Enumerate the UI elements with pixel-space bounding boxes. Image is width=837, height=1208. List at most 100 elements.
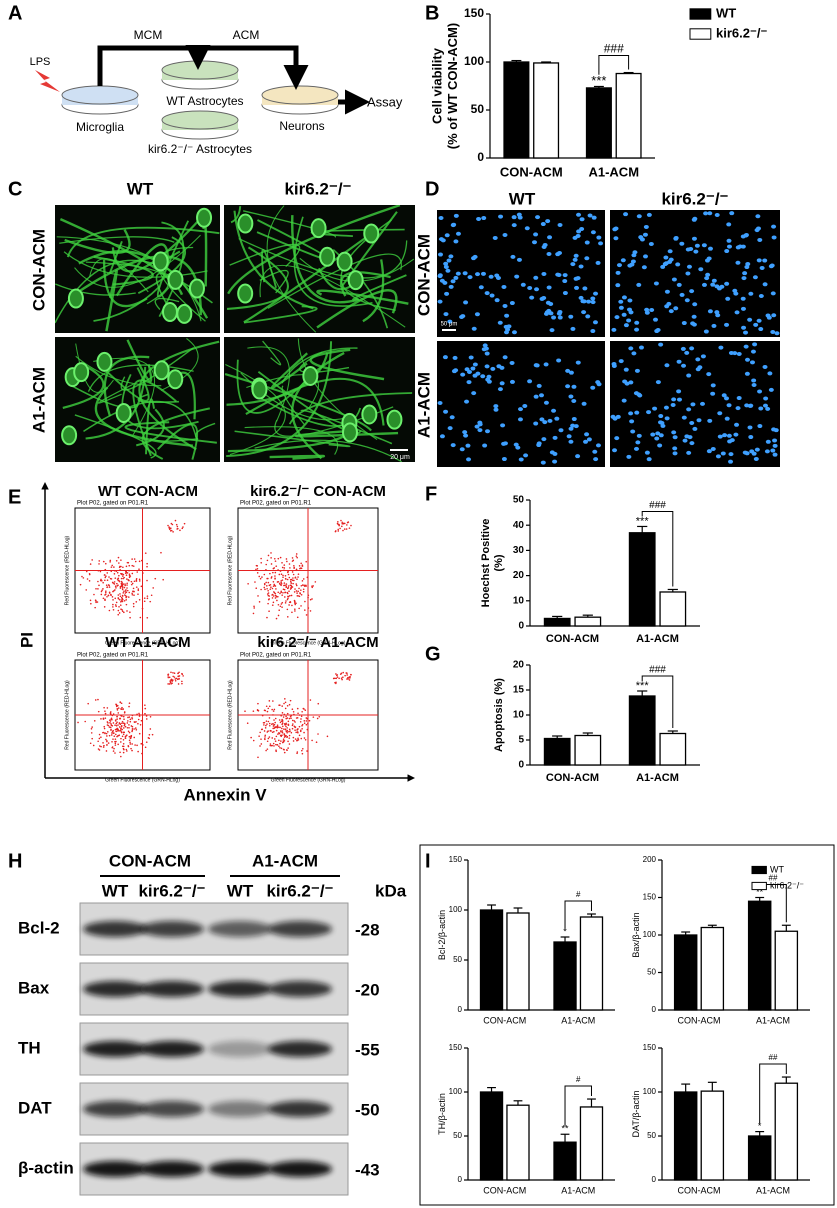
label: Red Fluorescence (RED-HLog) xyxy=(64,535,70,605)
nucleus xyxy=(472,254,478,259)
event xyxy=(125,603,128,606)
neurite xyxy=(281,385,305,426)
nucleus xyxy=(621,295,627,300)
event xyxy=(111,730,114,733)
event xyxy=(267,589,269,592)
event xyxy=(104,591,107,594)
event xyxy=(301,564,304,566)
event xyxy=(100,593,103,596)
event xyxy=(346,524,348,526)
label: kir6.2⁻/⁻ xyxy=(284,179,351,198)
event xyxy=(302,590,305,593)
y-tick-label: 30 xyxy=(513,545,525,556)
nucleus xyxy=(621,398,627,403)
event xyxy=(130,747,132,750)
x-tick-label: CON-ACM xyxy=(678,1015,721,1025)
event xyxy=(129,616,131,619)
event xyxy=(109,559,112,562)
event xyxy=(286,578,289,581)
neurite xyxy=(291,351,345,460)
nucleus xyxy=(684,350,690,355)
event xyxy=(106,586,109,588)
event xyxy=(348,676,351,678)
nucleus xyxy=(547,235,553,240)
event xyxy=(122,577,125,580)
event xyxy=(125,570,127,573)
nucleus xyxy=(486,379,492,384)
event xyxy=(122,708,124,711)
event xyxy=(133,721,136,723)
event xyxy=(257,702,259,705)
significance: ** xyxy=(756,887,764,897)
event xyxy=(168,676,171,679)
nucleus xyxy=(745,357,751,362)
nucleus xyxy=(489,293,495,298)
event xyxy=(129,741,131,744)
event xyxy=(290,717,292,720)
nucleus xyxy=(443,312,449,317)
event xyxy=(295,717,298,719)
x-tick-label: A1-ACM xyxy=(636,633,679,645)
event xyxy=(286,727,288,729)
event xyxy=(137,589,140,592)
bar xyxy=(579,916,604,1011)
event xyxy=(305,720,308,722)
nucleus xyxy=(768,387,774,392)
legend-label: kir6.2⁻/⁻ xyxy=(770,880,804,890)
event xyxy=(252,612,255,615)
event xyxy=(292,582,294,585)
event xyxy=(335,681,337,684)
event xyxy=(294,602,296,604)
event xyxy=(85,570,88,573)
nucleus xyxy=(440,238,446,243)
nucleus xyxy=(650,432,656,437)
nucleus xyxy=(663,405,669,410)
event xyxy=(305,614,308,616)
nucleus xyxy=(613,236,619,241)
event xyxy=(125,596,127,599)
nucleus xyxy=(527,379,533,384)
event xyxy=(282,716,285,718)
event xyxy=(85,589,88,591)
nucleus xyxy=(477,428,483,433)
nucleus xyxy=(724,322,730,327)
event xyxy=(99,745,101,747)
event xyxy=(293,591,296,593)
event xyxy=(285,717,288,720)
neurite xyxy=(339,271,391,297)
nucleus xyxy=(765,439,771,444)
nucleus xyxy=(468,355,474,360)
panel-letter: C xyxy=(8,178,22,200)
event xyxy=(337,521,339,523)
event xyxy=(116,707,119,710)
nucleus xyxy=(581,299,587,304)
neurite xyxy=(66,382,139,409)
event xyxy=(287,595,290,598)
nucleus xyxy=(575,233,581,238)
event xyxy=(264,588,266,591)
event xyxy=(278,609,281,612)
event xyxy=(128,739,131,742)
bar xyxy=(747,1135,772,1181)
event xyxy=(273,738,276,740)
event xyxy=(281,721,284,723)
event xyxy=(115,601,118,604)
event xyxy=(275,595,277,597)
nucleus xyxy=(743,233,749,238)
event xyxy=(128,724,130,726)
nucleus xyxy=(672,435,678,440)
event xyxy=(151,733,154,736)
nucleus xyxy=(439,434,445,439)
nucleus xyxy=(518,457,524,462)
event xyxy=(284,735,287,738)
event xyxy=(127,720,129,722)
event xyxy=(178,677,180,680)
event xyxy=(109,712,112,714)
neurite xyxy=(55,283,136,296)
nucleus xyxy=(703,211,709,216)
nucleus xyxy=(511,215,517,220)
event xyxy=(281,579,284,581)
event xyxy=(122,733,125,736)
y-tick-label: 100 xyxy=(643,930,657,939)
event xyxy=(122,751,125,754)
